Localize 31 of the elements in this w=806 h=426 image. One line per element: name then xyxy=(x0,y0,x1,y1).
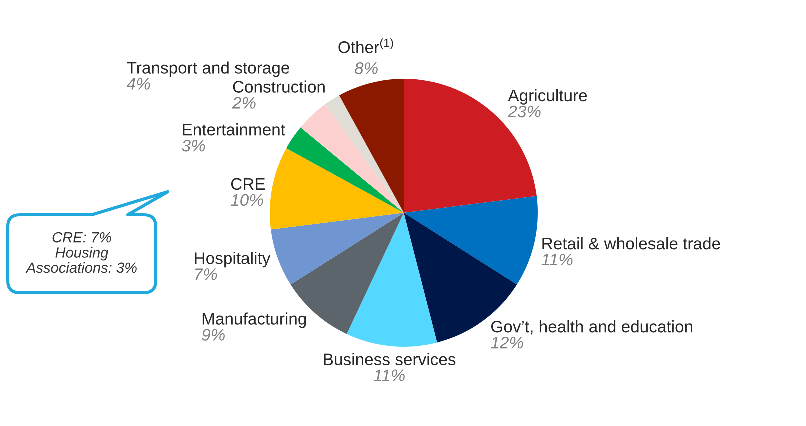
data-label: 7% xyxy=(196,268,218,280)
slice-label: Retail & wholesale trade xyxy=(542,237,720,250)
data-label: 23% xyxy=(508,106,541,118)
pie-slice xyxy=(271,213,404,285)
slice-label: Business services xyxy=(324,353,456,366)
pie-slice xyxy=(300,104,404,213)
data-label: 10% xyxy=(231,194,264,206)
pie-slice xyxy=(325,96,404,213)
slice-label: Agriculture xyxy=(508,89,588,105)
data-label: 11% xyxy=(374,370,405,382)
pie-slice xyxy=(286,128,404,213)
slice-label: Entertainment xyxy=(183,124,286,136)
data-label: 4% xyxy=(126,78,150,90)
slice-label: Gov’t, health and education xyxy=(492,320,692,335)
slice-label: Transport and storage xyxy=(127,62,290,78)
slice-label: Construction xyxy=(233,80,325,93)
data-label: 2% xyxy=(232,97,256,109)
slice-label: Manufacturing xyxy=(202,312,306,328)
data-label: 8% xyxy=(354,62,378,74)
pie-slice xyxy=(339,79,404,213)
pie-slice xyxy=(404,196,538,285)
data-label: 12% xyxy=(491,336,524,349)
data-label: 9% xyxy=(202,329,225,341)
pie-slice xyxy=(270,148,404,230)
text: CRE: 7% Housing Associations: 3% xyxy=(26,232,137,274)
data-label: 3% xyxy=(182,140,206,152)
slice-label: Hospitality xyxy=(195,252,271,268)
slice-label: CRE xyxy=(231,178,266,190)
slice-label: Other$^{(1)}$ xyxy=(338,38,394,54)
pie-slice xyxy=(346,213,438,347)
data-label: 11% xyxy=(542,254,573,266)
